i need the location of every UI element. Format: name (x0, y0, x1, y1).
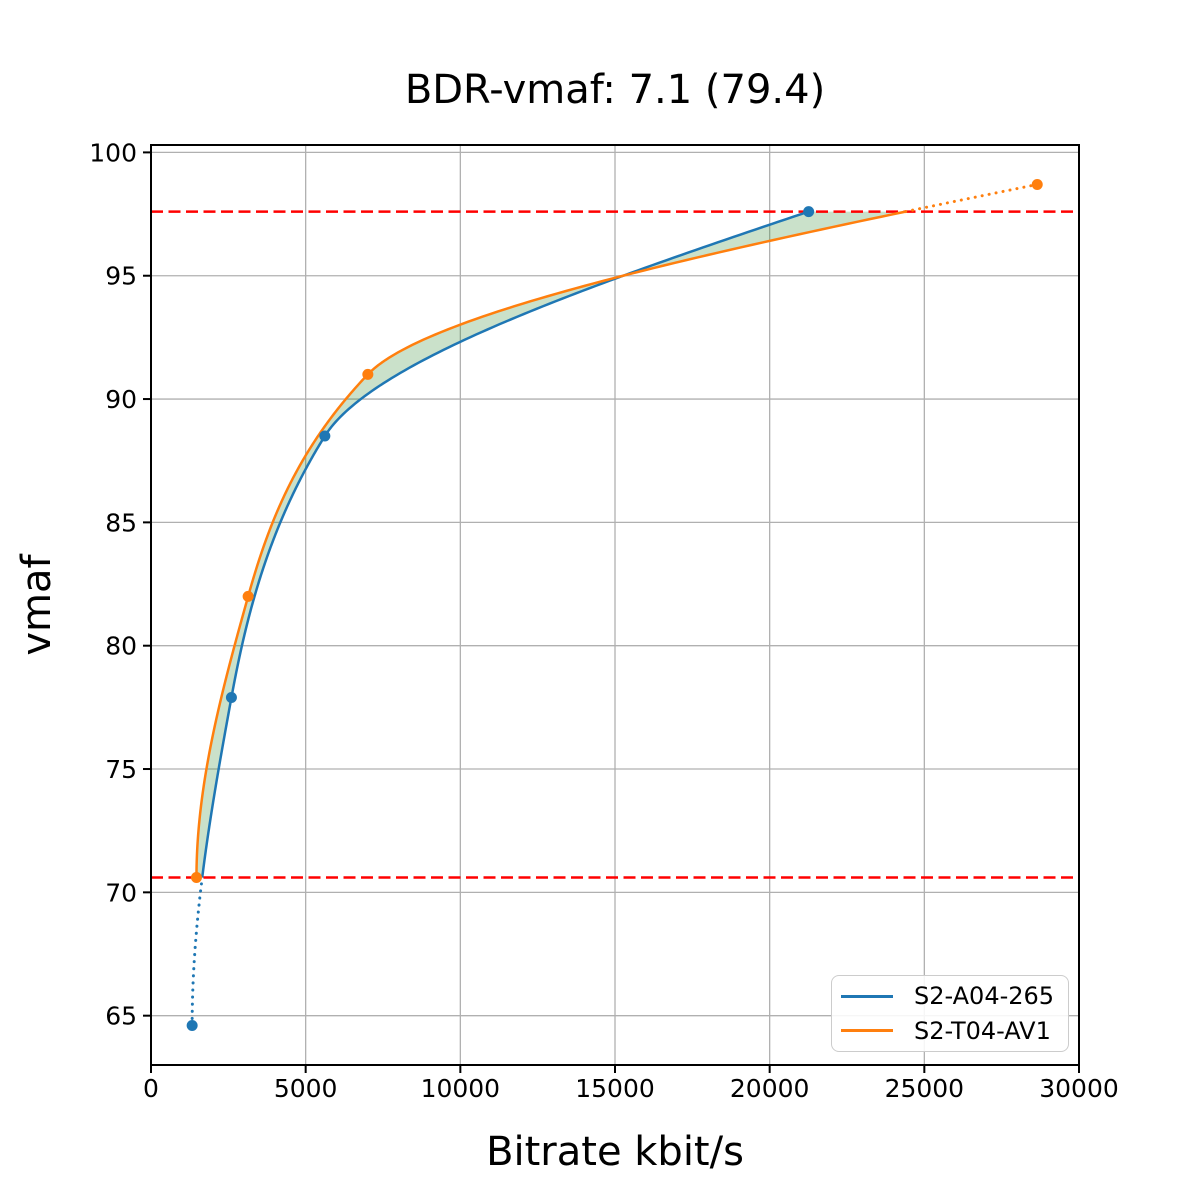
curve-solid-S2-A04-265 (200, 210, 810, 878)
x-axis-label: Bitrate kbit/s (486, 1129, 744, 1175)
y-tick-label: 95 (105, 262, 137, 291)
data-point-S2-A04-265 (186, 1020, 198, 1032)
x-tick-label: 20000 (730, 1074, 810, 1103)
legend: S2-A04-265 S2-T04-AV1 (831, 975, 1069, 1052)
data-point-S2-T04-AV1 (190, 872, 202, 884)
curve-solid-S2-T04-AV1 (195, 210, 906, 878)
legend-entry-0: S2-A04-265 (832, 979, 1068, 1013)
x-tick-label: 5000 (274, 1074, 338, 1103)
y-tick-label: 75 (105, 755, 137, 784)
curve-dotted-S2-T04-AV1 (904, 182, 1039, 214)
x-tick-label: 25000 (885, 1074, 965, 1103)
curve-dotted-S2-A04-265 (190, 876, 204, 1028)
legend-label-0: S2-A04-265 (914, 982, 1055, 1011)
x-tick-label: 0 (143, 1074, 159, 1103)
y-tick-label: 80 (105, 632, 137, 661)
y-tick-label: 85 (105, 508, 137, 537)
legend-entry-1: S2-T04-AV1 (832, 1014, 1068, 1048)
y-tick-label: 70 (105, 878, 137, 907)
data-point-S2-A04-265 (225, 691, 237, 703)
chart-title: BDR-vmaf: 7.1 (79.4) (404, 67, 826, 113)
x-tick-label: 30000 (1039, 1074, 1119, 1103)
y-tick-label: 65 (105, 1002, 137, 1031)
y-tick-label: 100 (89, 138, 137, 167)
data-point-S2-T04-AV1 (1031, 178, 1043, 190)
data-point-S2-A04-265 (803, 206, 815, 218)
data-point-S2-T04-AV1 (362, 368, 374, 380)
legend-label-1: S2-T04-AV1 (914, 1016, 1051, 1045)
legend-line-sample-blue (841, 994, 893, 998)
y-tick-label: 90 (105, 385, 137, 414)
x-tick-label: 15000 (575, 1074, 655, 1103)
legend-line-sample-orange (841, 1029, 893, 1033)
x-tick-label: 10000 (421, 1074, 501, 1103)
data-point-S2-T04-AV1 (242, 590, 254, 602)
data-point-S2-A04-265 (319, 430, 331, 442)
bd-region-fill (196, 211, 906, 878)
